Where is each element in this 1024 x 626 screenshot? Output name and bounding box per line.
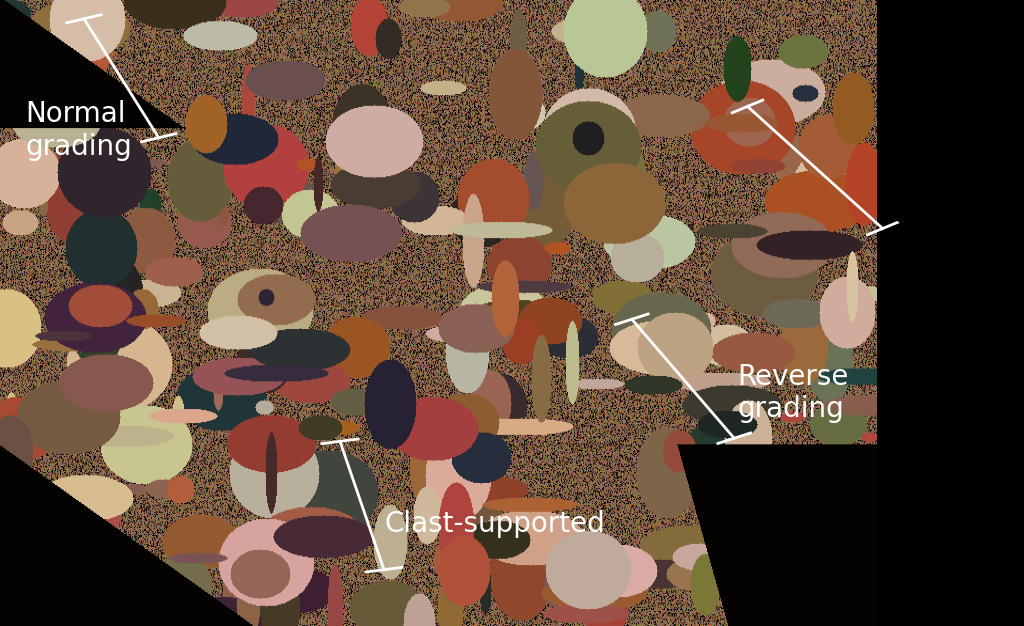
Text: Clast-supported: Clast-supported <box>384 510 605 538</box>
Text: Reverse
grading: Reverse grading <box>737 363 849 423</box>
Text: Normal
grading: Normal grading <box>26 100 132 160</box>
Text: Top: Top <box>942 44 993 73</box>
Text: Reverse
grading: Reverse grading <box>894 169 1006 229</box>
